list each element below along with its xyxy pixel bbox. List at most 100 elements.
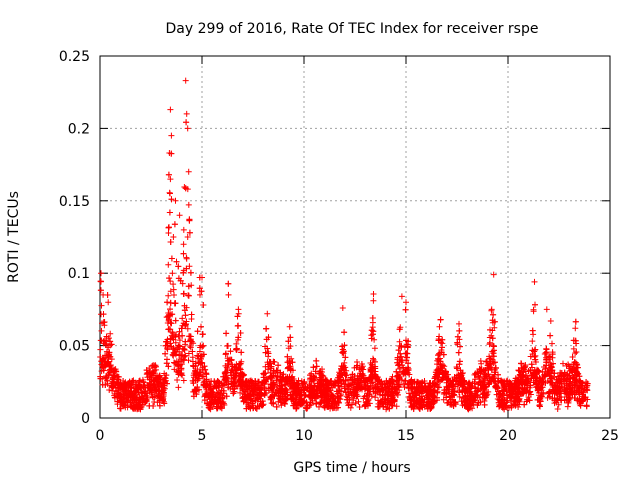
- data-point: [167, 239, 174, 245]
- data-point: [108, 341, 115, 348]
- data-point: [540, 390, 547, 397]
- data-point: [167, 190, 173, 197]
- data-point: [375, 376, 382, 383]
- data-point: [561, 384, 568, 391]
- data-point: [573, 349, 580, 355]
- data-point: [469, 393, 476, 400]
- data-point: [278, 402, 285, 409]
- data-point: [237, 330, 244, 336]
- data-point: [382, 396, 389, 403]
- data-point: [483, 358, 490, 365]
- data-point: [168, 332, 175, 339]
- data-point: [165, 261, 172, 268]
- data-point: [406, 395, 413, 402]
- data-point: [461, 378, 468, 385]
- data-point: [486, 361, 493, 368]
- data-point: [238, 349, 245, 356]
- data-point: [243, 405, 250, 412]
- data-point: [164, 336, 171, 343]
- data-point: [180, 269, 187, 276]
- data-point: [311, 394, 318, 401]
- data-point: [536, 378, 543, 385]
- data-point: [181, 302, 188, 309]
- data-point: [356, 366, 363, 373]
- data-point: [232, 364, 239, 371]
- data-point: [215, 378, 222, 385]
- data-point: [477, 399, 484, 406]
- data-point: [554, 406, 561, 412]
- data-point: [435, 352, 441, 359]
- data-point: [206, 405, 213, 412]
- data-point: [401, 369, 408, 376]
- data-point: [273, 377, 280, 384]
- data-point: [103, 374, 110, 381]
- data-point: [107, 362, 114, 369]
- data-point: [287, 343, 294, 350]
- data-point: [183, 318, 190, 325]
- data-point: [249, 380, 256, 387]
- data-point: [161, 400, 168, 407]
- data-point: [494, 396, 501, 402]
- data-point: [265, 350, 272, 357]
- data-point: [110, 368, 117, 375]
- data-point: [180, 226, 187, 233]
- data-point: [185, 350, 192, 357]
- data-point: [371, 345, 378, 352]
- data-point: [105, 335, 112, 342]
- data-point: [265, 334, 272, 341]
- data-point: [527, 382, 534, 389]
- data-point: [309, 397, 316, 404]
- data-point: [196, 348, 203, 355]
- data-point: [547, 353, 553, 360]
- data-point: [237, 366, 244, 373]
- data-point: [541, 351, 548, 357]
- data-point: [570, 345, 577, 352]
- data-point: [512, 375, 519, 382]
- data-point: [345, 391, 352, 398]
- data-point: [547, 332, 554, 339]
- data-point: [316, 403, 322, 410]
- data-point: [322, 391, 328, 398]
- data-point: [284, 389, 291, 396]
- data-point: [183, 265, 190, 272]
- data-point: [549, 351, 556, 358]
- data-point: [136, 378, 143, 385]
- data-point: [196, 359, 203, 366]
- data-point: [200, 351, 207, 358]
- data-point: [358, 361, 365, 367]
- data-point: [457, 367, 464, 374]
- data-point: [136, 377, 143, 384]
- data-point: [313, 363, 320, 370]
- data-point: [512, 383, 519, 390]
- data-point: [98, 302, 105, 309]
- data-point: [357, 370, 364, 377]
- data-point: [173, 258, 180, 265]
- data-point: [311, 373, 317, 380]
- data-point: [165, 363, 172, 370]
- x-tick-label: 25: [601, 428, 619, 444]
- data-point: [177, 277, 184, 284]
- data-point: [407, 393, 414, 400]
- data-point: [342, 377, 349, 384]
- data-point: [406, 371, 413, 378]
- data-point: [181, 184, 188, 190]
- data-point: [310, 364, 317, 371]
- data-point: [451, 374, 458, 381]
- data-point: [490, 353, 497, 360]
- data-point: [565, 399, 572, 406]
- data-point: [342, 354, 349, 361]
- data-point: [97, 373, 104, 380]
- data-point: [464, 405, 471, 412]
- data-point: [219, 382, 226, 389]
- data-point: [203, 370, 210, 377]
- data-point: [553, 399, 560, 406]
- data-point: [492, 378, 499, 384]
- data-point: [478, 360, 485, 367]
- data-point: [499, 385, 506, 391]
- data-point: [560, 360, 566, 367]
- data-point: [508, 402, 515, 409]
- data-point: [105, 344, 112, 351]
- data-point: [111, 391, 118, 397]
- data-point: [486, 380, 493, 387]
- data-point: [371, 371, 378, 378]
